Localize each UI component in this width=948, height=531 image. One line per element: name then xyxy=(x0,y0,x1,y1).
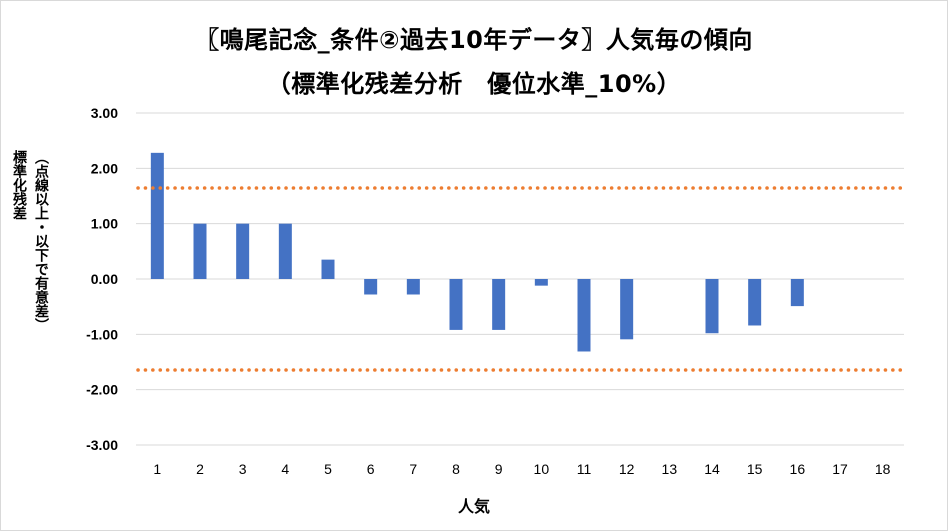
x-tick-label: 3 xyxy=(239,461,247,477)
bar-9 xyxy=(492,279,506,330)
x-tick-label: 11 xyxy=(577,461,592,477)
x-tick-label: 5 xyxy=(324,461,332,477)
y-tick-label: 1.00 xyxy=(91,216,118,232)
bar-12 xyxy=(620,279,634,340)
x-tick-label: 8 xyxy=(452,461,460,477)
bar-7 xyxy=(406,279,420,295)
x-tick-label: 9 xyxy=(495,461,503,477)
y-axis-label-line1: 標準化残差 xyxy=(11,150,27,220)
y-tick-label: 2.00 xyxy=(91,160,118,176)
x-tick-label: 15 xyxy=(747,461,763,477)
x-tick-label: 14 xyxy=(704,461,720,477)
bar-11 xyxy=(577,279,591,352)
bar-2 xyxy=(193,223,207,279)
bar-4 xyxy=(278,223,292,279)
bar-10 xyxy=(534,279,548,286)
x-tick-label: 2 xyxy=(196,461,204,477)
y-axis-label: （点線以上・以下で有意差） 標準化残差 xyxy=(8,150,58,420)
x-tick-label: 12 xyxy=(619,461,635,477)
x-tick-label: 17 xyxy=(832,461,848,477)
x-tick-label: 7 xyxy=(409,461,417,477)
bar-5 xyxy=(321,259,335,279)
x-tick-label: 6 xyxy=(367,461,375,477)
y-tick-label: -3.00 xyxy=(86,437,118,453)
chart-title-line2: （標準化残差分析 優位水準_10%） xyxy=(266,70,682,98)
y-tick-label: -1.00 xyxy=(86,326,118,342)
bar-15 xyxy=(748,279,762,326)
bar-14 xyxy=(705,279,719,334)
x-tick-label: 4 xyxy=(281,461,289,477)
y-tick-label: -2.00 xyxy=(86,382,118,398)
x-tick-label: 10 xyxy=(534,461,550,477)
bar-6 xyxy=(364,279,378,295)
bar-1 xyxy=(150,152,164,279)
x-tick-label: 13 xyxy=(662,461,678,477)
bar-8 xyxy=(449,279,463,330)
x-tick-label: 18 xyxy=(875,461,891,477)
chart-title-line1: 〖鳴尾記念_条件②過去10年データ〗人気毎の傾向 xyxy=(195,26,753,54)
y-axis-label-line2: （点線以上・以下で有意差） xyxy=(33,150,49,332)
x-tick-label: 16 xyxy=(790,461,806,477)
x-tick-label: 1 xyxy=(153,461,161,477)
bar-16 xyxy=(790,279,804,307)
y-tick-label: 3.00 xyxy=(91,105,118,121)
y-tick-label: 0.00 xyxy=(91,271,118,287)
bar-3 xyxy=(236,223,250,279)
x-axis-label: 人気 xyxy=(457,497,490,516)
